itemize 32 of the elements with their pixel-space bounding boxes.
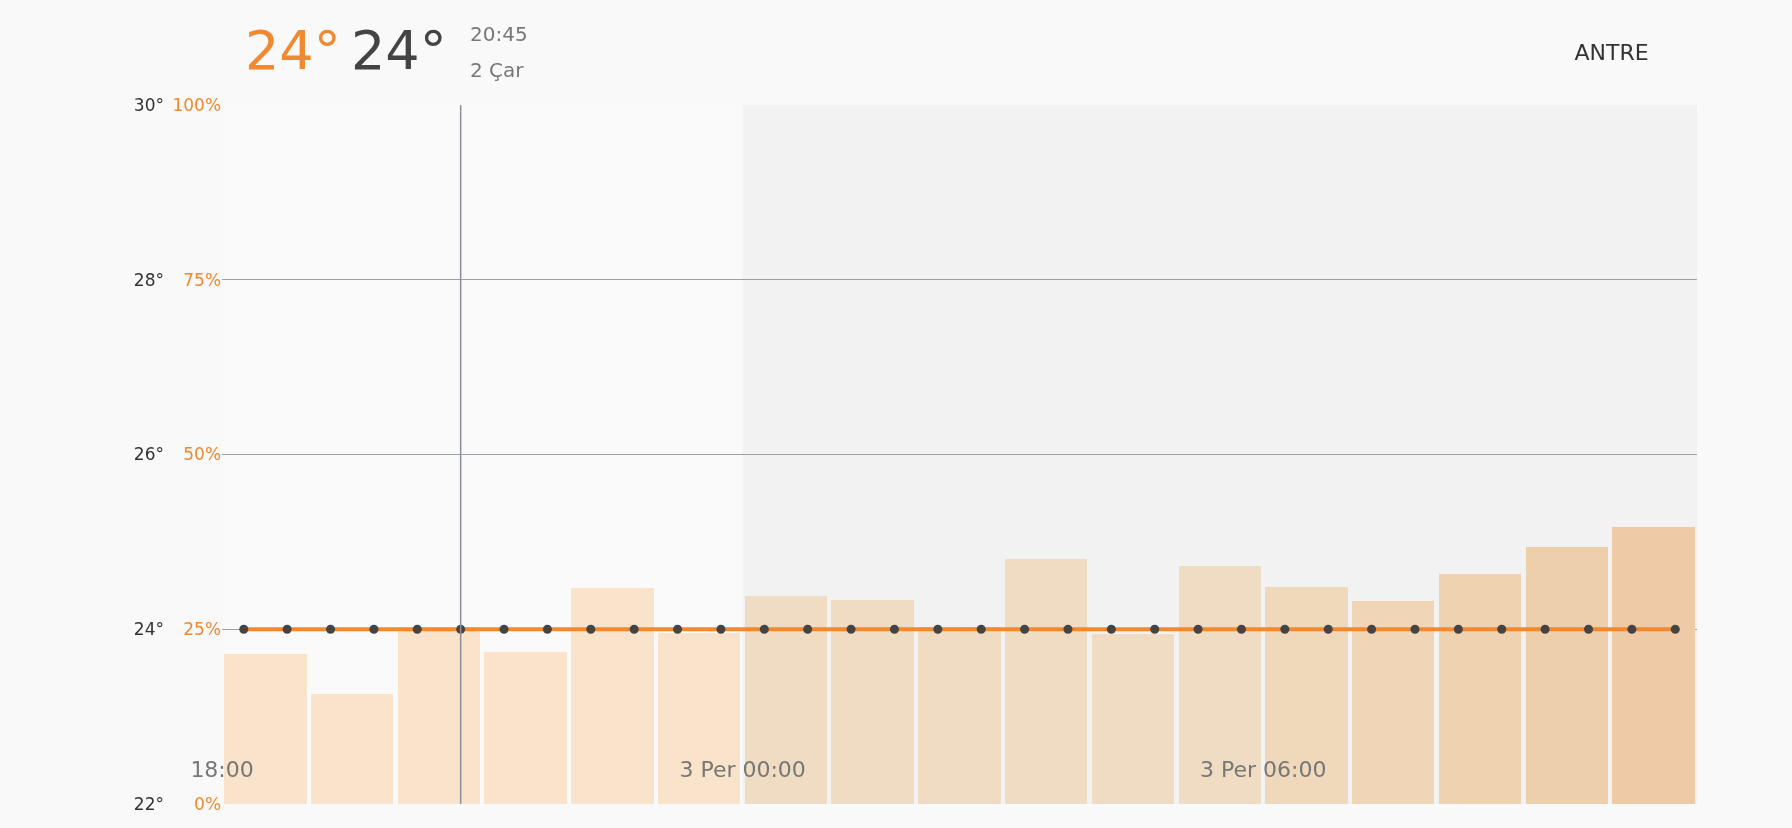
bar [571, 588, 655, 804]
y-tick-label: 30° [133, 94, 164, 115]
y2-tick-label: 25% [183, 619, 222, 640]
y2-tick-label: 100% [172, 94, 222, 115]
bar [1352, 601, 1435, 804]
bar [1526, 547, 1609, 804]
bar [745, 596, 828, 804]
bar [1005, 559, 1088, 804]
bar [831, 600, 915, 804]
bar [1092, 634, 1175, 804]
y-tick-label: 26° [133, 444, 164, 465]
chart-title: ANTRE [1574, 39, 1649, 65]
x-tick-label: 3 Per 00:00 [679, 756, 806, 782]
y-tick-label: 24° [133, 619, 164, 640]
bar [311, 694, 394, 804]
y2-tick-label: 50% [183, 444, 222, 465]
y2-tick-label: 0% [194, 793, 222, 814]
bar [1439, 574, 1522, 804]
y-tick-label: 28° [133, 269, 164, 290]
y-tick-label: 22° [133, 793, 164, 814]
x-tick-label: 3 Per 06:00 [1199, 756, 1327, 782]
bar [658, 633, 741, 804]
text: 24° [351, 19, 447, 82]
bar [1612, 527, 1696, 804]
y2-tick-label: 75% [183, 269, 222, 290]
x-tick-label: 18:00 [190, 756, 254, 782]
bar [1179, 566, 1262, 804]
bar [1265, 587, 1349, 804]
text: 24° [245, 19, 341, 82]
text: 2 Çar [470, 58, 525, 82]
text: 20:45 [470, 22, 528, 46]
bar [484, 652, 568, 804]
